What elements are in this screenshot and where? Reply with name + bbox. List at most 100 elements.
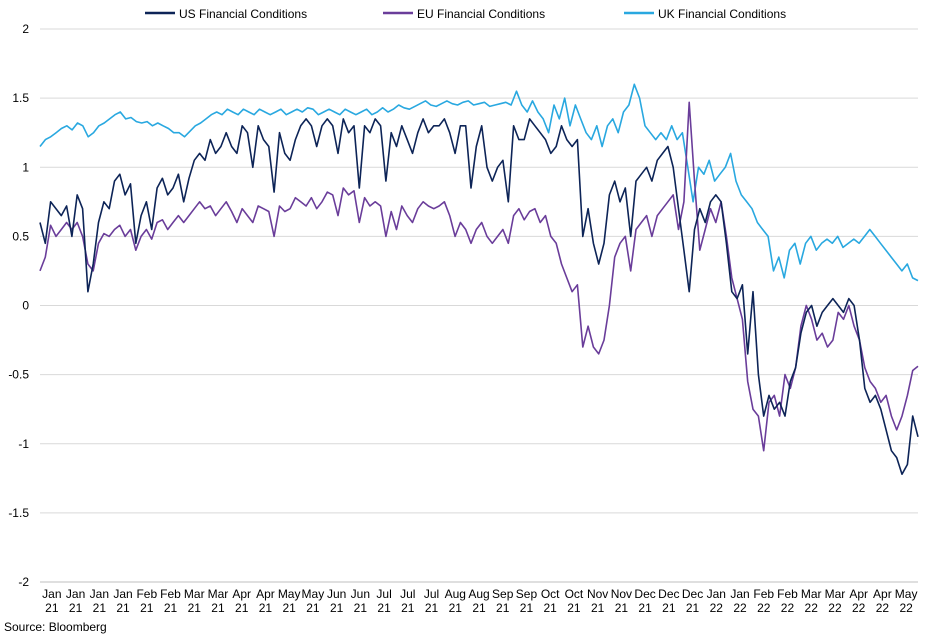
x-tick-year: 21 [282, 601, 296, 615]
x-tick-month: Apr [849, 587, 868, 601]
x-tick-year: 21 [93, 601, 107, 615]
x-tick-year: 21 [116, 601, 130, 615]
x-tick-year: 21 [164, 601, 178, 615]
x-tick-year: 21 [567, 601, 581, 615]
x-tick-year: 21 [235, 601, 249, 615]
x-tick-year: 21 [69, 601, 83, 615]
x-tick-month: Apr [256, 587, 275, 601]
y-tick-label: 1.5 [12, 91, 29, 105]
legend: US Financial Conditions EU Financial Cond… [145, 7, 786, 21]
x-tick-year: 21 [686, 601, 700, 615]
x-tick-year: 21 [449, 601, 463, 615]
y-tick-label: -1 [18, 437, 29, 451]
x-tick-year: 21 [306, 601, 320, 615]
x-tick-year: 21 [354, 601, 368, 615]
x-tick-year: 21 [544, 601, 558, 615]
x-tick-year: 21 [425, 601, 439, 615]
x-tick-year: 21 [638, 601, 652, 615]
series-lines [39, 83, 919, 476]
x-tick-month: Aug [445, 587, 466, 601]
legend-label: UK Financial Conditions [658, 7, 786, 21]
x-tick-year: 21 [591, 601, 605, 615]
y-tick-label: 2 [22, 22, 29, 36]
series-line [39, 83, 919, 282]
y-tick-label: -1.5 [8, 506, 29, 520]
x-tick-month: Feb [777, 587, 798, 601]
series-line [39, 118, 919, 476]
x-tick-month: Jul [400, 587, 415, 601]
x-tick-year: 21 [520, 601, 534, 615]
x-tick-year: 22 [899, 601, 913, 615]
x-tick-year: 22 [805, 601, 819, 615]
y-tick-label: 1 [22, 160, 29, 174]
y-axis-ticks: 2 1.5 1 0.5 0 -0.5 -1 -1.5 -2 [8, 22, 29, 589]
x-tick-year: 22 [710, 601, 724, 615]
x-tick-year: 21 [662, 601, 676, 615]
x-tick-month: Sep [516, 587, 538, 601]
x-tick-year: 21 [496, 601, 510, 615]
x-tick-year: 21 [140, 601, 154, 615]
x-tick-month: Sep [492, 587, 514, 601]
x-tick-month: Feb [160, 587, 181, 601]
x-tick-month: Jul [376, 587, 391, 601]
x-axis-ticks: Jan21Jan21Jan21Jan21Feb21Feb21Mar21Mar21… [42, 587, 917, 615]
x-tick-year: 21 [211, 601, 225, 615]
x-tick-month: Jun [351, 587, 370, 601]
x-tick-month: Dec [658, 587, 679, 601]
x-tick-month: Jan [42, 587, 61, 601]
x-tick-month: Nov [587, 587, 608, 601]
x-tick-year: 22 [876, 601, 890, 615]
x-tick-year: 22 [828, 601, 842, 615]
x-tick-month: Oct [565, 587, 584, 601]
x-tick-year: 21 [377, 601, 391, 615]
x-tick-month: Mar [801, 587, 822, 601]
x-tick-year: 21 [330, 601, 344, 615]
x-tick-year: 21 [615, 601, 629, 615]
x-tick-month: Jan [66, 587, 85, 601]
x-tick-month: Jan [113, 587, 132, 601]
x-tick-year: 22 [757, 601, 771, 615]
y-tick-label: -2 [18, 575, 29, 589]
y-tick-label: 0 [22, 299, 29, 313]
x-tick-month: Jul [424, 587, 439, 601]
x-tick-month: Mar [184, 587, 205, 601]
x-tick-month: Jan [707, 587, 726, 601]
x-tick-month: Mar [825, 587, 846, 601]
x-tick-month: Dec [634, 587, 655, 601]
x-tick-month: Oct [541, 587, 560, 601]
legend-label: US Financial Conditions [179, 7, 307, 21]
x-tick-year: 21 [472, 601, 486, 615]
x-tick-year: 22 [733, 601, 747, 615]
x-tick-year: 21 [259, 601, 273, 615]
x-tick-month: Jan [730, 587, 749, 601]
x-tick-month: Dec [682, 587, 703, 601]
